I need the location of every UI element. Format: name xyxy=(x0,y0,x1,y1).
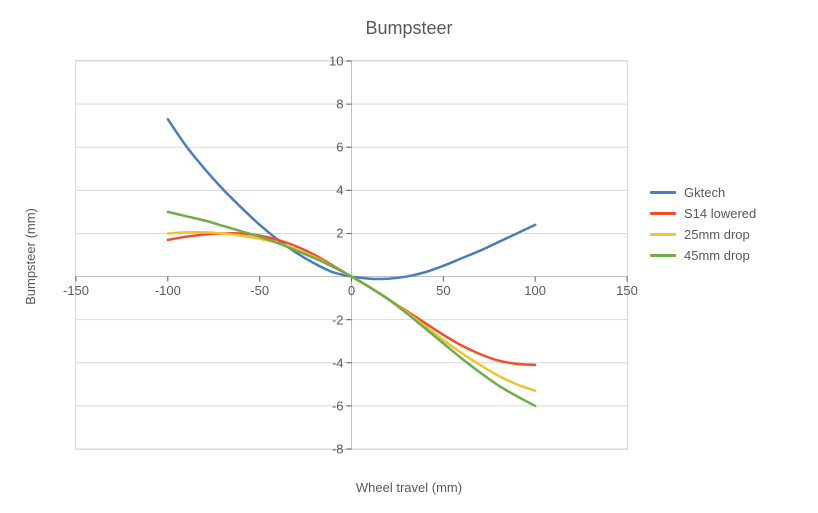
y-tick-label: 6 xyxy=(336,140,343,155)
y-axis-label: Bumpsteer (mm) xyxy=(23,208,38,305)
x-tick-label: 0 xyxy=(348,283,355,298)
x-tick-label: -150 xyxy=(63,283,89,298)
y-tick-label: 2 xyxy=(336,226,343,241)
x-tick-label: 150 xyxy=(616,283,638,298)
legend-label: Gktech xyxy=(684,185,725,200)
legend-label: 45mm drop xyxy=(684,248,750,263)
x-tick-label: -100 xyxy=(155,283,181,298)
legend-swatch xyxy=(650,191,676,194)
y-tick-label: 10 xyxy=(329,54,343,69)
y-tick-label: -6 xyxy=(332,398,344,413)
y-tick-label: -4 xyxy=(332,355,344,370)
plot-area: -150-100-50050100150-8-6-4-2246810 xyxy=(75,60,628,450)
legend: Gktech S14 lowered 25mm drop 45mm drop xyxy=(650,185,756,269)
y-tick-label: -2 xyxy=(332,312,344,327)
legend-item: S14 lowered xyxy=(650,206,756,221)
legend-item: 25mm drop xyxy=(650,227,756,242)
y-tick-label: 4 xyxy=(336,183,343,198)
legend-swatch xyxy=(650,212,676,215)
y-tick-label: -8 xyxy=(332,442,344,457)
legend-item: 45mm drop xyxy=(650,248,756,263)
x-tick-label: 100 xyxy=(524,283,546,298)
x-tick-label: 50 xyxy=(436,283,450,298)
x-axis-label: Wheel travel (mm) xyxy=(0,480,818,495)
chart-title: Bumpsteer xyxy=(0,18,818,39)
plot-svg xyxy=(76,61,627,449)
legend-label: S14 lowered xyxy=(684,206,756,221)
legend-swatch xyxy=(650,254,676,257)
legend-item: Gktech xyxy=(650,185,756,200)
x-tick-label: -50 xyxy=(250,283,269,298)
y-axis-label-container: Bumpsteer (mm) xyxy=(20,0,40,513)
legend-swatch xyxy=(650,233,676,236)
y-tick-label: 8 xyxy=(336,97,343,112)
legend-label: 25mm drop xyxy=(684,227,750,242)
chart-container: Bumpsteer Bumpsteer (mm) -150 -100 -50 0 50 1… xyxy=(0,0,818,513)
